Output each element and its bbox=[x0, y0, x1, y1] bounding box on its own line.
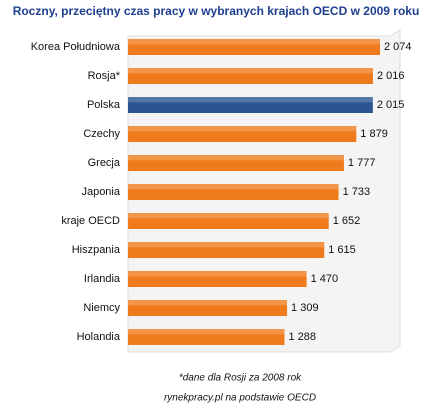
bar-shade bbox=[128, 300, 288, 306]
bar-shade bbox=[128, 213, 329, 219]
bar bbox=[128, 97, 373, 113]
bar-shade bbox=[128, 39, 380, 45]
value-label: 1 309 bbox=[291, 302, 319, 314]
value-label: 1 879 bbox=[360, 128, 388, 140]
value-label: 1 733 bbox=[343, 186, 371, 198]
bar bbox=[128, 300, 288, 316]
value-label: 1 777 bbox=[348, 157, 376, 169]
bar bbox=[128, 271, 307, 287]
category-label: Polska bbox=[87, 99, 121, 111]
bar-shade bbox=[128, 155, 344, 161]
value-label: 1 615 bbox=[328, 244, 356, 256]
value-label: 1 652 bbox=[333, 215, 361, 227]
bar-shade bbox=[128, 184, 339, 190]
value-label: 2 074 bbox=[384, 41, 412, 53]
bar bbox=[128, 39, 380, 55]
bar bbox=[128, 126, 357, 142]
bar bbox=[128, 68, 373, 84]
category-label: Hiszpania bbox=[72, 244, 121, 256]
bar-shade bbox=[128, 271, 307, 277]
bar bbox=[128, 329, 285, 345]
value-label: 2 016 bbox=[377, 70, 405, 82]
category-label: Korea Południowa bbox=[31, 41, 121, 53]
value-label: 2 015 bbox=[377, 99, 405, 111]
footnote: *dane dla Rosji za 2008 rok bbox=[179, 373, 302, 384]
value-label: 1 288 bbox=[288, 331, 316, 343]
bar-shade bbox=[128, 97, 373, 103]
bar-shade bbox=[128, 68, 373, 74]
bar bbox=[128, 213, 329, 229]
category-label: Holandia bbox=[77, 331, 121, 343]
bar-shade bbox=[128, 242, 325, 248]
chart-title: Roczny, przeciętny czas pracy w wybranyc… bbox=[13, 4, 420, 18]
source: rynekpracy.pl na podstawie OECD bbox=[164, 393, 316, 404]
bar-shade bbox=[128, 126, 357, 132]
category-label: Grecja bbox=[88, 157, 121, 169]
bar bbox=[128, 155, 344, 171]
category-label: Niemcy bbox=[83, 302, 120, 314]
category-label: Irlandia bbox=[84, 273, 121, 285]
category-label: Rosja* bbox=[88, 70, 121, 82]
value-label: 1 470 bbox=[311, 273, 339, 285]
category-label: kraje OECD bbox=[61, 215, 120, 227]
bar bbox=[128, 242, 325, 258]
category-label: Japonia bbox=[81, 186, 120, 198]
bar bbox=[128, 184, 339, 200]
bar-shade bbox=[128, 329, 285, 335]
category-label: Czechy bbox=[83, 128, 120, 140]
